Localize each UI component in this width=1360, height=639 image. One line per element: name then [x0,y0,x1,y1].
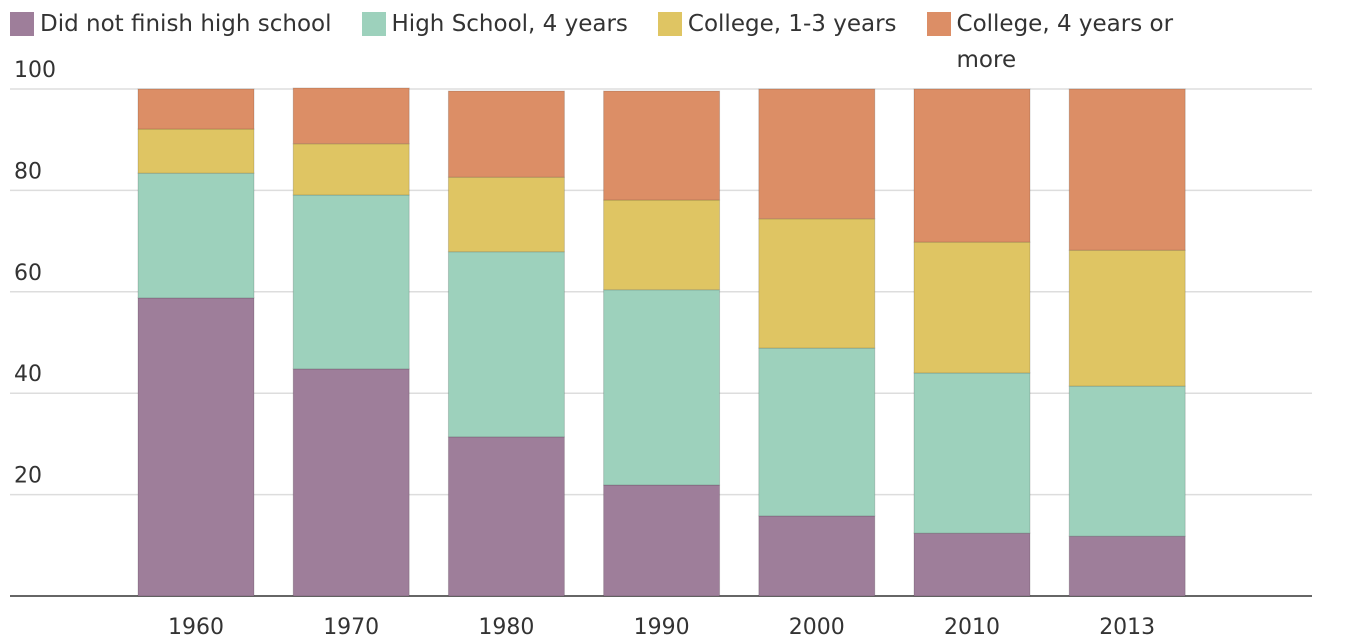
bar-segment [137,172,255,299]
legend: Did not finish high school High School, 4… [10,6,1217,78]
bar-segment [292,87,410,145]
legend-label: High School, 4 years [391,11,628,37]
y-tick-label: 100 [14,58,56,83]
legend-label: Did not finish high school [40,11,332,37]
legend-label: College, 1-3 years [687,11,897,37]
y-tick-label: 60 [14,261,42,286]
legend-swatch [657,12,682,36]
x-tick-label: 2010 [944,615,1000,639]
bar-segment [758,88,876,220]
bar-segment [447,251,565,438]
bar-segment [1068,535,1186,597]
bar-segment [603,484,721,597]
bar-segment [913,88,1031,243]
legend-item: High School, 4 years [361,6,628,78]
x-tick-label: 2013 [1099,615,1155,639]
legend-swatch [10,12,34,36]
bar-segment [447,90,565,178]
bar-segment [758,218,876,349]
bar-segment [758,515,876,597]
bar-segment [292,194,410,370]
x-tick-label: 2000 [789,615,845,639]
bar-segment [758,347,876,517]
x-tick-label: 1980 [478,615,534,639]
legend-swatch [926,12,951,36]
legend-item: College, 1-3 years [657,6,897,78]
bar-segment [913,372,1031,534]
y-tick-label: 40 [14,362,42,387]
x-tick-label: 1970 [323,615,379,639]
bar-segment [1068,88,1186,251]
bar-segment [292,368,410,597]
legend-label: College, 4 years or more [956,11,1174,73]
y-tick-label: 20 [14,464,42,489]
y-tick-label: 80 [14,159,42,184]
legend-swatch [361,12,386,36]
bar-segment [1068,385,1186,537]
bar-segment [603,289,721,486]
bar-segment [137,297,255,597]
bar-segment [447,436,565,597]
bar-segment [292,143,410,196]
bar-segment [913,241,1031,374]
bar-segment [137,88,255,130]
legend-item: Did not finish high school [10,6,332,78]
bar-segment [1068,249,1186,387]
x-tick-label: 1960 [168,615,224,639]
bar-segment [603,199,721,291]
legend-item: College, 4 years or more [926,6,1187,78]
bar-segment [137,128,255,174]
bar-segment [603,90,721,201]
bar-segment [913,532,1031,597]
x-tick-label: 1990 [634,615,690,639]
bar-segment [447,176,565,253]
